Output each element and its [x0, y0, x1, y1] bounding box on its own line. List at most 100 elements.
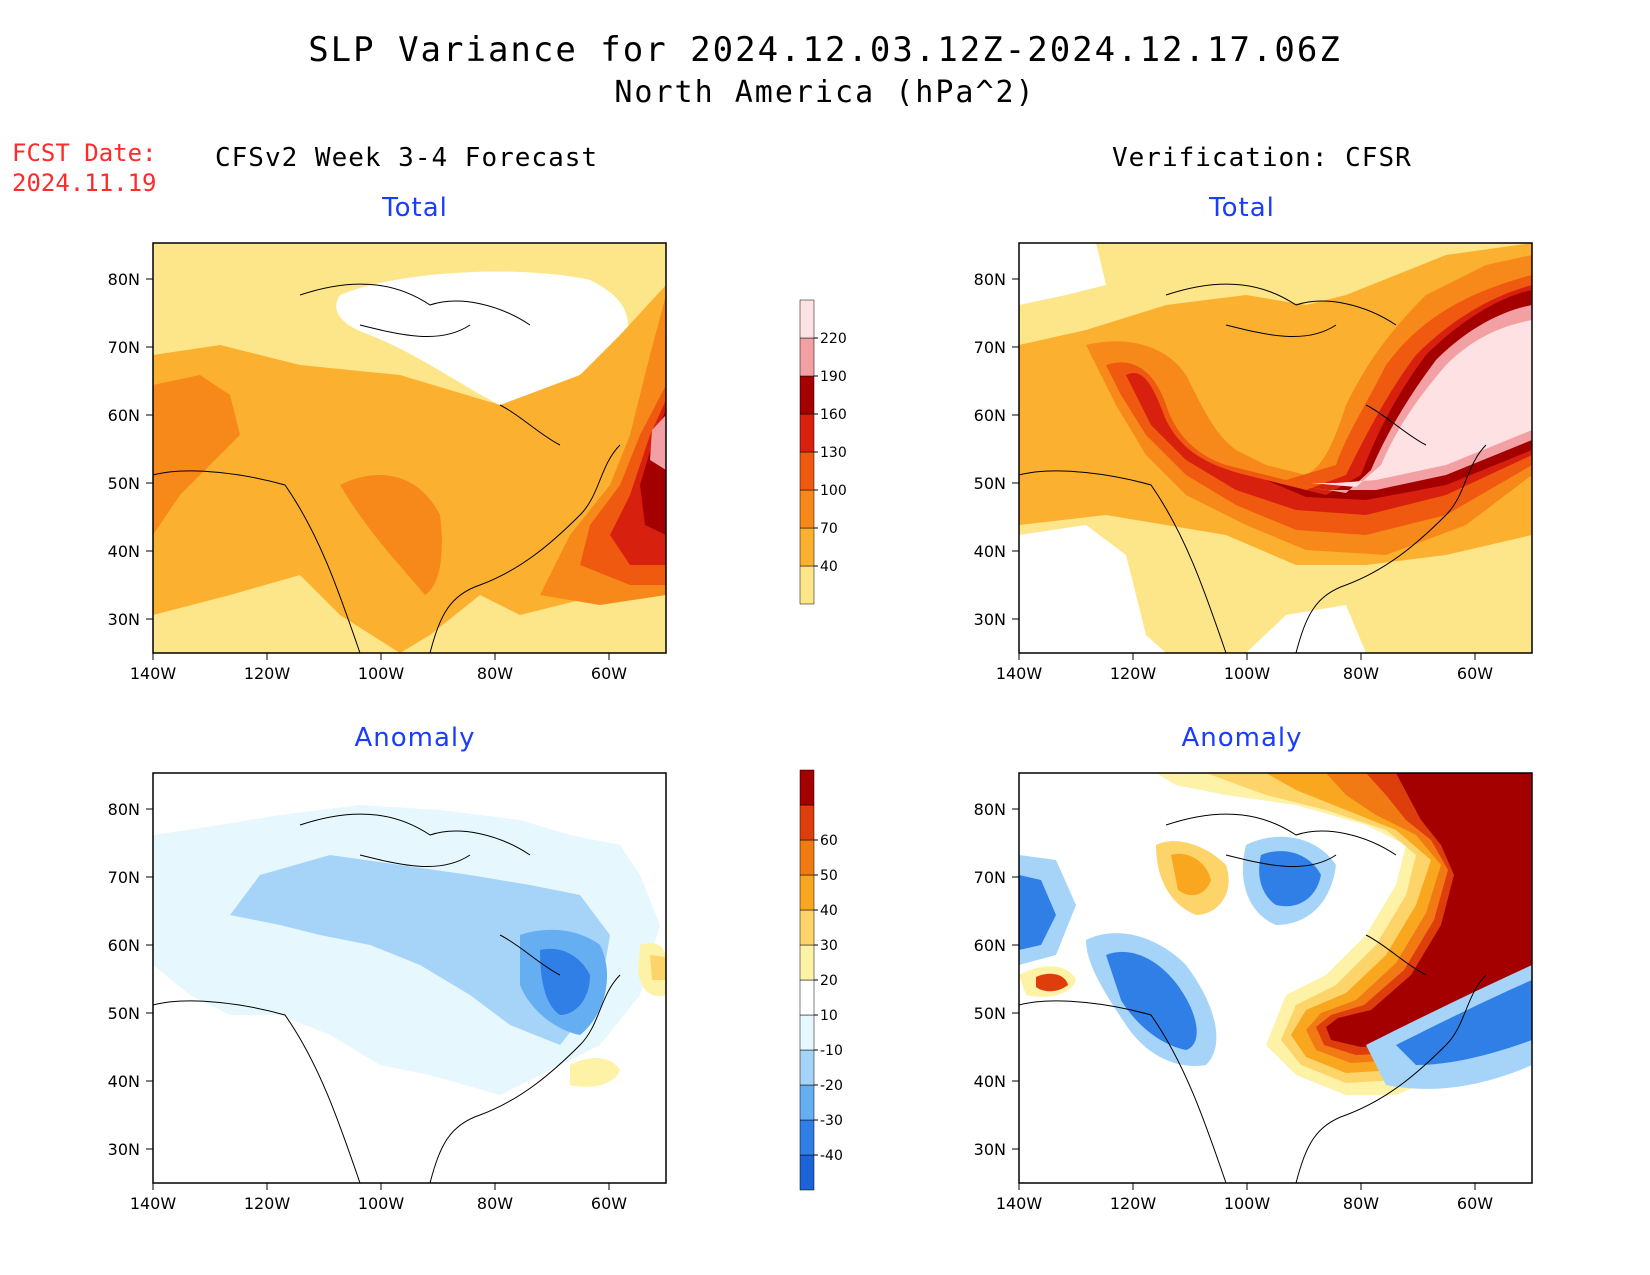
field-70-100 — [153, 285, 666, 653]
colorbar-total-labels: 40 70 100 130 160 190 220 — [814, 331, 847, 575]
lon-tick-label: 120W — [1110, 664, 1157, 683]
colorbar-swatch — [799, 909, 815, 946]
lat-tick-label: 50N — [108, 1004, 140, 1023]
colorbar-swatch — [799, 979, 815, 1016]
lon-tick-label: 80W — [477, 1194, 513, 1213]
colorbar-level-label: 70 — [820, 521, 838, 537]
colorbar-level-label: 40 — [820, 903, 838, 919]
verification-column-title: Verification: CFSR — [1112, 143, 1412, 173]
colorbar-swatch — [799, 375, 815, 415]
arctic-islands-outline — [1165, 813, 1427, 976]
coastline — [153, 974, 621, 1183]
lat-tick-label: 30N — [974, 1140, 1006, 1159]
lon-tick-label: 60W — [1457, 1194, 1493, 1213]
lat-tick-label: 80N — [108, 800, 140, 819]
field-below-40-northwest — [1019, 243, 1106, 305]
colorbar-swatch — [799, 565, 815, 605]
lat-tick-label: 70N — [974, 868, 1006, 887]
field-100-130-central — [340, 475, 442, 595]
map-frame — [152, 242, 667, 654]
field-neg20 — [230, 855, 610, 1045]
lat-tick-label: 60N — [974, 406, 1006, 425]
lat-tick-label: 40N — [974, 1072, 1006, 1091]
fcst-date: FCST Date: 2024.11.19 — [12, 138, 157, 198]
verification-anomaly-subtitle: Anomaly — [1181, 723, 1303, 753]
arctic-islands-outline — [299, 813, 561, 976]
colorbar-swatch — [799, 413, 815, 453]
colorbar-swatch — [799, 874, 815, 911]
lon-tick-label: 120W — [1110, 1194, 1157, 1213]
colorbar-anomaly-labels: -40 -30 -20 -10 10 20 30 40 50 60 — [814, 833, 843, 1164]
colorbar-level-label: 50 — [820, 868, 838, 884]
lon-tick-label: 140W — [996, 1194, 1043, 1213]
forecast-column-title: CFSv2 Week 3-4 Forecast — [215, 143, 599, 173]
colorbar-swatch — [799, 804, 815, 841]
lon-ticks: 140W 120W 100W 80W 60W — [130, 653, 627, 683]
lon-tick-label: 140W — [130, 1194, 177, 1213]
colorbar-level-label: 190 — [820, 369, 847, 385]
coastline — [1019, 444, 1487, 653]
colorbar-level-label: 130 — [820, 445, 847, 461]
fcst-date-value: 2024.11.19 — [12, 169, 157, 197]
lon-tick-label: 100W — [1224, 664, 1271, 683]
field-pos50-southwest — [1036, 973, 1068, 992]
figure-title: SLP Variance for 2024.12.03.12Z-2024.12.… — [308, 30, 1342, 70]
lat-tick-label: 60N — [108, 936, 140, 955]
field-below-40-south — [1246, 605, 1366, 653]
lat-tick-label: 50N — [974, 474, 1006, 493]
lat-tick-label: 80N — [974, 270, 1006, 289]
field-neg40-atlantic — [1396, 980, 1532, 1065]
colorbar-level-label: -10 — [820, 1043, 843, 1059]
colorbar-total: 40 70 100 130 160 190 220 — [790, 280, 870, 624]
colorbar-swatch — [799, 944, 815, 981]
colorbar-swatch — [799, 489, 815, 529]
map-frame — [152, 772, 667, 1184]
lat-tick-label: 60N — [108, 406, 140, 425]
colorbar-level-label: 60 — [820, 833, 838, 849]
forecast-total-subtitle: Total — [382, 193, 448, 223]
lat-tick-label: 80N — [108, 270, 140, 289]
colorbar-swatch — [799, 839, 815, 876]
lat-tick-label: 60N — [974, 936, 1006, 955]
field-neg40 — [540, 948, 590, 1015]
coastline — [153, 444, 621, 653]
lat-ticks: 80N 70N 60N 50N 40N 30N — [974, 270, 1019, 629]
lon-tick-label: 140W — [130, 664, 177, 683]
lat-tick-label: 50N — [108, 474, 140, 493]
field-neg40-central — [1106, 951, 1197, 1050]
colorbar-level-label: 100 — [820, 483, 847, 499]
colorbar-swatch — [799, 1049, 815, 1086]
field-neg40-west — [1019, 875, 1056, 950]
colorbar-swatch — [799, 1119, 815, 1156]
colorbar-swatch — [799, 1154, 815, 1191]
colorbar-level-label: -30 — [820, 1113, 843, 1129]
lon-tick-label: 100W — [358, 664, 405, 683]
colorbar-level-label: 30 — [820, 938, 838, 954]
lat-ticks: 80N 70N 60N 50N 40N 30N — [974, 800, 1019, 1159]
lon-tick-label: 80W — [477, 664, 513, 683]
arctic-islands-outline — [1165, 283, 1427, 446]
colorbar-level-label: 10 — [820, 1008, 838, 1024]
forecast-anomaly-map: 80N 70N 60N 50N 40N 30N 140W 120W 100W 8… — [100, 765, 680, 1229]
lon-ticks: 140W 120W 100W 80W 60W — [996, 653, 1493, 683]
colorbar-level-label: 20 — [820, 973, 838, 989]
lon-tick-label: 60W — [1457, 664, 1493, 683]
colorbar-swatch — [799, 1084, 815, 1121]
colorbar-total-swatches — [799, 299, 815, 605]
lat-tick-label: 30N — [108, 1140, 140, 1159]
lat-tick-label: 30N — [974, 610, 1006, 629]
field-below-40-southwest — [1019, 525, 1166, 653]
colorbar-swatch — [799, 1014, 815, 1051]
lat-tick-label: 70N — [974, 338, 1006, 357]
verification-anomaly-map: 80N 70N 60N 50N 40N 30N 140W 120W 100W 8… — [966, 765, 1546, 1229]
lat-tick-label: 40N — [108, 542, 140, 561]
lat-tick-label: 40N — [974, 542, 1006, 561]
lat-tick-label: 40N — [108, 1072, 140, 1091]
lat-ticks: 80N 70N 60N 50N 40N 30N — [108, 800, 153, 1159]
colorbar-level-label: 160 — [820, 407, 847, 423]
colorbar-swatch — [799, 769, 815, 806]
lon-tick-label: 60W — [591, 1194, 627, 1213]
field-below-40 — [336, 271, 629, 405]
verification-total-subtitle: Total — [1209, 193, 1275, 223]
arctic-islands-outline — [299, 283, 561, 446]
